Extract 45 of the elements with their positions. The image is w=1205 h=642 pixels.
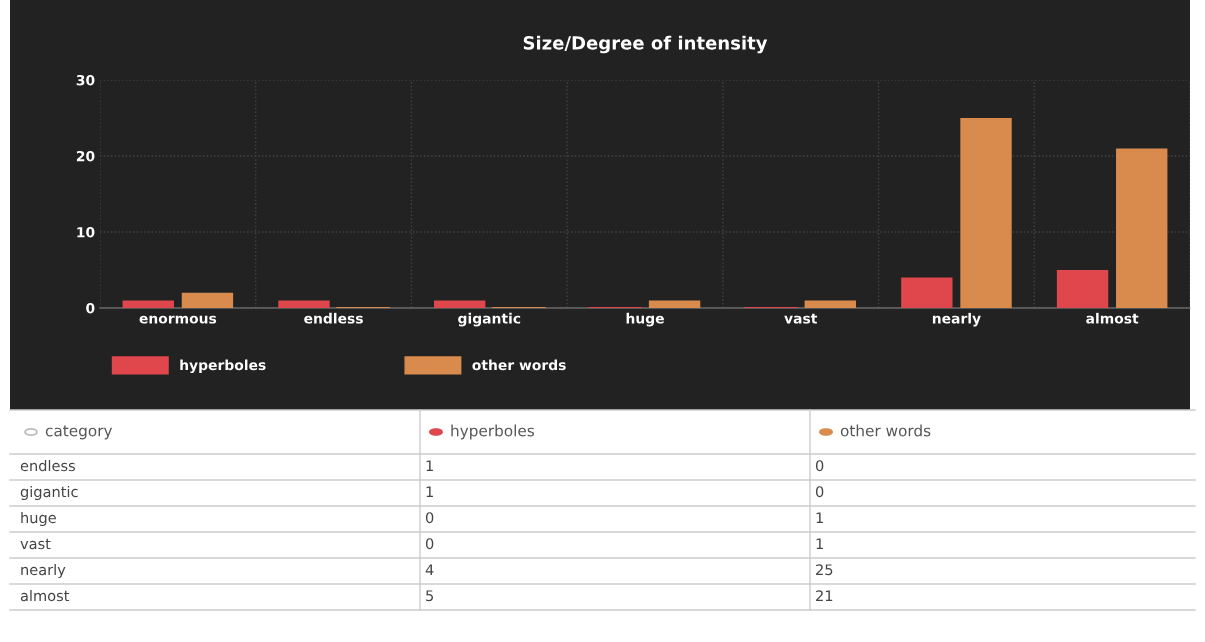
y-tick-label: 30 [76, 74, 95, 86]
x-tick-label: gigantic [458, 312, 521, 327]
bar [122, 300, 174, 308]
x-tick-label: vast [784, 313, 818, 324]
bar [1116, 148, 1168, 308]
text: 0 [425, 538, 434, 550]
bar [434, 300, 486, 308]
chart-title: Size/Degree of intensity [523, 35, 768, 54]
text: 1 [426, 486, 433, 498]
text: almost [20, 589, 70, 602]
y-tick-label: 10 [77, 226, 95, 238]
bar [804, 300, 856, 308]
y-tick-label: 20 [76, 150, 95, 162]
text: other words [840, 424, 931, 437]
text: 0 [815, 486, 824, 498]
text: 25 [816, 564, 833, 576]
bar [901, 277, 953, 308]
text: endless [20, 459, 75, 472]
x-tick-label: almost [1086, 312, 1139, 324]
bar [648, 300, 701, 308]
text: nearly [21, 563, 66, 579]
legend-label: hyperboles [180, 359, 266, 374]
text: hyperboles [451, 424, 535, 440]
y-tick-label: 0 [86, 302, 95, 314]
x-tick-label: endless [304, 312, 363, 324]
text: gigantic [20, 485, 78, 501]
text: vast [20, 538, 51, 550]
x-tick-label: huge [626, 312, 664, 327]
text: huge [21, 511, 56, 527]
text: 4 [425, 564, 434, 576]
x-tick-label: enormous [139, 315, 217, 324]
bar [278, 300, 330, 308]
text: 1 [816, 512, 823, 524]
legend-label: other words [472, 359, 566, 371]
text: category [45, 425, 113, 440]
text: 0 [425, 512, 434, 524]
bar [960, 118, 1012, 308]
bar [181, 292, 234, 308]
bar [1056, 270, 1109, 308]
text: 1 [426, 460, 433, 472]
text: 21 [816, 590, 833, 602]
text: 1 [816, 538, 823, 550]
text: 0 [815, 460, 824, 472]
text: 5 [426, 590, 433, 602]
x-tick-label: nearly [932, 312, 981, 327]
